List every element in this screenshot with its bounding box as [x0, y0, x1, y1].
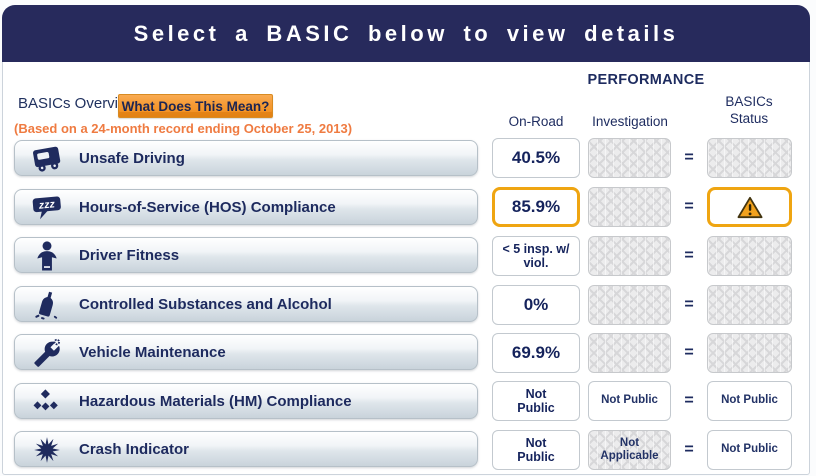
basic-button-controlled-substances[interactable]: Controlled Substances and Alcohol — [14, 286, 478, 322]
investigation-value-box: Not Public — [588, 381, 671, 421]
basic-button-crash-indicator[interactable]: Crash Indicator — [14, 431, 478, 467]
equals-sign: = — [684, 198, 694, 215]
header-banner: Select a BASIC below to view details — [2, 5, 810, 62]
bottle-icon — [27, 287, 67, 323]
basic-label: Unsafe Driving — [79, 149, 185, 167]
hazmat-diamonds-icon — [27, 384, 67, 420]
investigation-value-box: Not Applicable — [588, 430, 671, 470]
investigation-value-box — [588, 138, 671, 178]
equals-sign: = — [684, 296, 694, 313]
equals-sign: = — [684, 247, 694, 264]
basics-status-box: Not Public — [707, 430, 792, 470]
onroad-value-box: Not Public — [492, 381, 580, 421]
basic-button-unsafe-driving[interactable]: Unsafe Driving — [14, 140, 478, 176]
what-does-this-mean-label: What Does This Mean? — [121, 98, 270, 114]
basic-label: Crash Indicator — [79, 440, 190, 458]
basics-status-box — [707, 285, 792, 325]
investigation-value-box — [588, 236, 671, 276]
onroad-value-box: 0% — [492, 285, 580, 325]
svg-text:zzz: zzz — [37, 198, 56, 211]
basic-button-hm-compliance[interactable]: Hazardous Materials (HM) Compliance — [14, 383, 478, 419]
onroad-value-box: 69.9% — [492, 333, 580, 373]
record-period-note: (Based on a 24-month record ending Octob… — [14, 121, 353, 136]
basics-overview-label: BASICs Overview — [18, 95, 138, 112]
basic-label: Driver Fitness — [79, 246, 180, 264]
column-header-basics-status: BASICs Status — [725, 94, 773, 126]
basic-label: Hazardous Materials (HM) Compliance — [79, 392, 352, 410]
basic-label: Hours-of-Service (HOS) Compliance — [79, 198, 336, 216]
basics-status-box: Not Public — [707, 381, 792, 421]
basics-status-box-alert — [707, 187, 792, 227]
equals-sign: = — [684, 441, 694, 458]
onroad-value-box-alert: 85.9% — [492, 187, 580, 227]
investigation-value-box — [588, 285, 671, 325]
equals-sign: = — [684, 392, 694, 409]
truck-icon — [27, 141, 67, 177]
equals-sign: = — [684, 149, 694, 166]
investigation-value-box — [588, 187, 671, 227]
investigation-value-box — [588, 333, 671, 373]
basic-button-hos-compliance[interactable]: zzz Hours-of-Service (HOS) Compliance — [14, 189, 478, 225]
driver-icon — [27, 238, 67, 274]
basic-button-driver-fitness[interactable]: Driver Fitness — [14, 237, 478, 273]
onroad-value-box: Not Public — [492, 430, 580, 470]
basic-label: Controlled Substances and Alcohol — [79, 295, 332, 313]
onroad-value-box: < 5 insp. w/ viol. — [492, 236, 580, 276]
what-does-this-mean-button[interactable]: What Does This Mean? — [118, 94, 273, 118]
basics-status-box — [707, 236, 792, 276]
column-header-on-road: On-Road — [508, 114, 564, 129]
basics-status-box — [707, 138, 792, 178]
crash-burst-icon — [27, 432, 67, 468]
column-header-investigation: Investigation — [592, 114, 668, 129]
warning-triangle-icon — [736, 195, 764, 220]
wrench-icon — [27, 335, 67, 371]
onroad-value-box: 40.5% — [492, 138, 580, 178]
basic-button-vehicle-maintenance[interactable]: Vehicle Maintenance — [14, 334, 478, 370]
sleep-zzz-icon: zzz — [27, 190, 67, 226]
equals-sign: = — [684, 344, 694, 361]
basic-label: Vehicle Maintenance — [79, 343, 226, 361]
basics-status-box — [707, 333, 792, 373]
page-title: Select a BASIC below to view details — [133, 20, 679, 46]
performance-header: PERFORMANCE — [587, 72, 705, 88]
